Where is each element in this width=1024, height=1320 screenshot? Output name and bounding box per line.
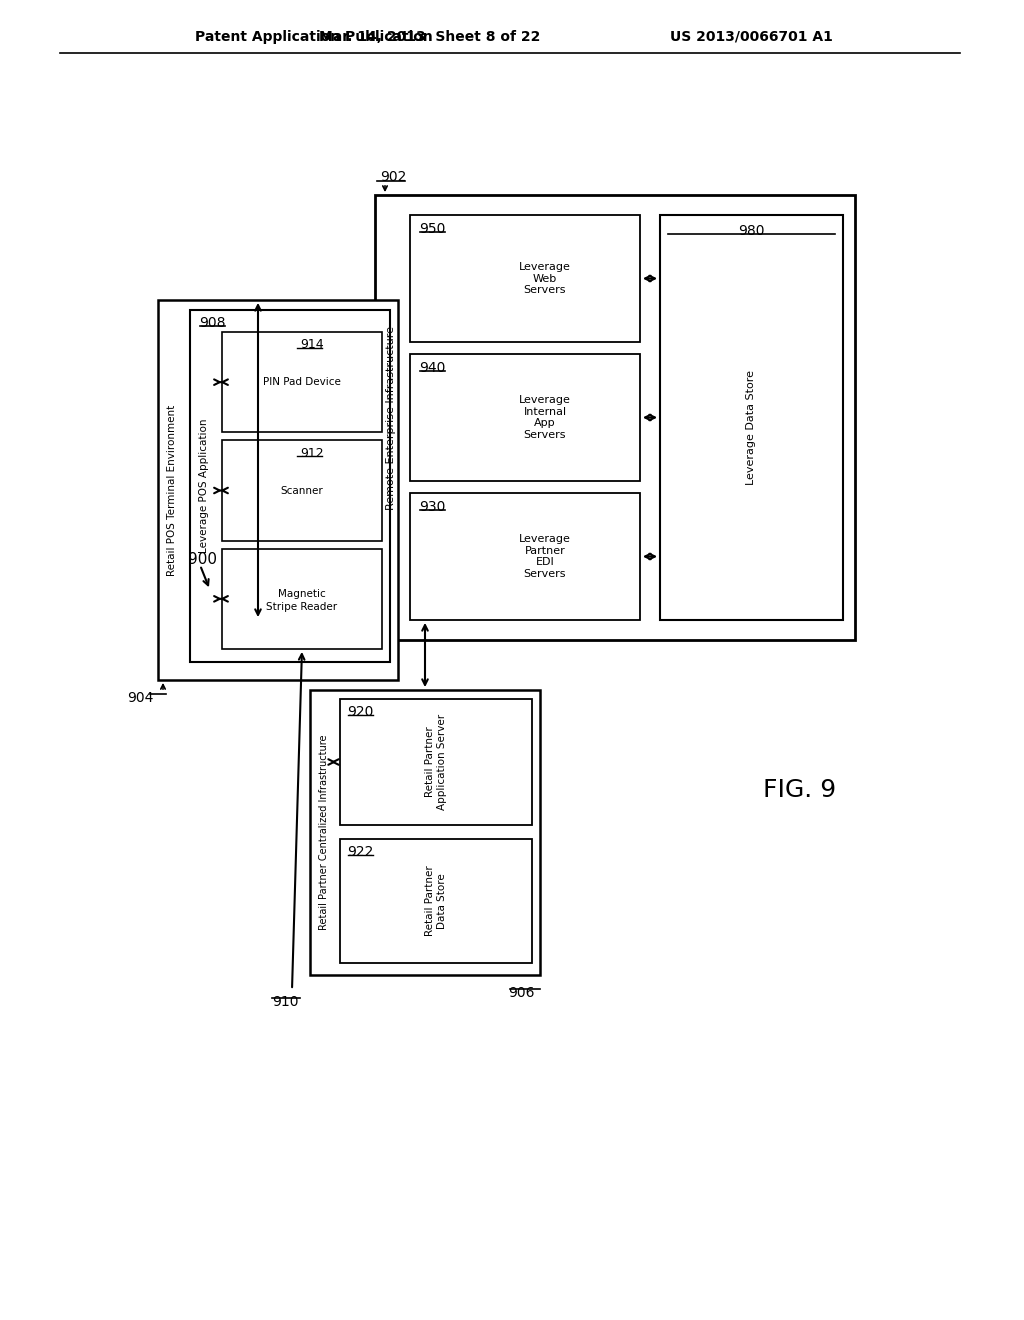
Text: PIN Pad Device: PIN Pad Device xyxy=(263,378,341,387)
Text: 904: 904 xyxy=(127,690,153,705)
Text: 914: 914 xyxy=(300,338,324,351)
Text: 920: 920 xyxy=(347,705,373,719)
Text: Scanner: Scanner xyxy=(281,486,324,495)
Bar xyxy=(375,195,855,640)
Bar xyxy=(410,492,640,620)
Bar xyxy=(158,300,398,680)
Text: 912: 912 xyxy=(300,447,324,459)
Bar xyxy=(340,840,532,964)
Text: Stripe Reader: Stripe Reader xyxy=(266,602,338,612)
Bar xyxy=(222,441,382,541)
Text: 922: 922 xyxy=(347,845,373,859)
Bar xyxy=(410,354,640,480)
Bar xyxy=(310,690,540,975)
Text: Leverage
Partner
EDI
Servers: Leverage Partner EDI Servers xyxy=(519,535,571,579)
Text: 950: 950 xyxy=(419,222,445,236)
Text: Leverage
Internal
App
Servers: Leverage Internal App Servers xyxy=(519,395,571,440)
Text: US 2013/0066701 A1: US 2013/0066701 A1 xyxy=(670,30,833,44)
Bar xyxy=(340,700,532,825)
Bar xyxy=(410,215,640,342)
Text: 940: 940 xyxy=(419,360,445,375)
Text: Magnetic: Magnetic xyxy=(279,589,326,599)
Text: Leverage Data Store: Leverage Data Store xyxy=(746,370,757,484)
Text: Retail Partner
Application Server: Retail Partner Application Server xyxy=(425,714,446,810)
Bar xyxy=(190,310,390,663)
Text: Retail Partner
Data Store: Retail Partner Data Store xyxy=(425,866,446,936)
Text: 910: 910 xyxy=(271,995,298,1008)
Text: 906: 906 xyxy=(509,986,535,1001)
Text: 980: 980 xyxy=(738,224,765,238)
Text: Retail Partner Centralized Infrastructure: Retail Partner Centralized Infrastructur… xyxy=(319,735,329,931)
Bar xyxy=(222,333,382,433)
Text: Retail POS Terminal Environment: Retail POS Terminal Environment xyxy=(167,404,177,576)
Text: 930: 930 xyxy=(419,500,445,513)
Text: Mar. 14, 2013  Sheet 8 of 22: Mar. 14, 2013 Sheet 8 of 22 xyxy=(319,30,541,44)
Text: 908: 908 xyxy=(199,315,225,330)
Text: Leverage
Web
Servers: Leverage Web Servers xyxy=(519,261,571,296)
Text: Remote Enterprise Infrastructure: Remote Enterprise Infrastructure xyxy=(386,326,396,510)
Text: 902: 902 xyxy=(380,170,407,183)
Bar xyxy=(660,215,843,620)
Text: 900: 900 xyxy=(188,553,217,568)
Bar xyxy=(222,549,382,649)
Text: Patent Application Publication: Patent Application Publication xyxy=(195,30,433,44)
Text: FIG. 9: FIG. 9 xyxy=(764,777,837,803)
Text: Leverage POS Application: Leverage POS Application xyxy=(199,418,209,553)
